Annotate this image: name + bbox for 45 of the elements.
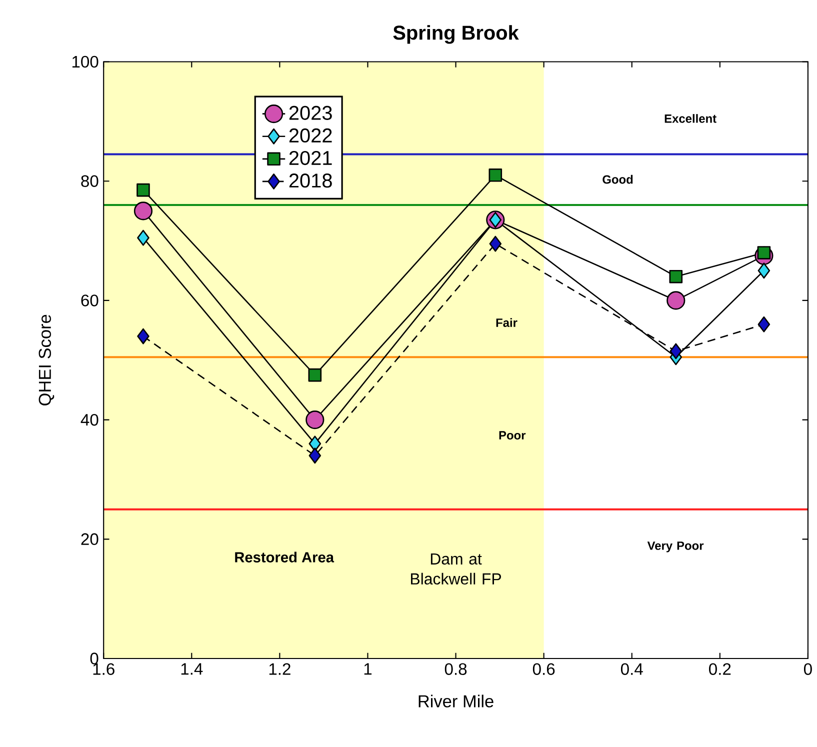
point [137,230,150,246]
point [136,183,150,197]
x-tick-label: 0 [804,663,812,675]
x-tick-label: 0.4 [620,663,643,675]
annotation: Dam at Blackwell FP [411,553,501,584]
point [666,291,686,310]
legend-label: 2022 [289,128,332,142]
y-axis-title: QHEI Score [38,314,54,406]
point [669,270,683,284]
chart-title: Spring Brook [393,25,519,44]
x-tick-label: 0.8 [444,663,467,675]
annotation: Very Poor [647,541,704,552]
point [308,368,322,382]
annotation: Poor [499,431,526,440]
point [308,436,322,452]
y-tick-label: 40 [80,414,98,426]
band-label: Restored Area [235,552,334,562]
x-tick-label: 1.4 [181,663,203,675]
point [488,168,502,182]
x-tick-label: 1 [364,663,372,675]
legend-label: 2018 [289,173,332,188]
point [306,410,324,430]
x-tick-label: 1.6 [93,663,114,675]
y-tick-label: 20 [81,533,98,545]
point [758,262,770,279]
point [489,236,502,252]
y-tick-label: 100 [72,56,98,68]
legend-label: 2021 [289,150,332,165]
point [489,212,502,228]
x-tick-label: 1.2 [269,663,290,675]
legend-label: 2023 [289,106,332,120]
x-axis-title: River Mile [418,694,494,708]
annotation: Fair [496,318,518,327]
y-tick-label: 0 [90,652,98,664]
x-tick-label: 0.2 [709,663,731,675]
point [134,202,153,220]
y-tick-label: 60 [81,294,98,306]
point [758,316,770,332]
annotation: Excellent [664,114,716,123]
annotation: Good [602,174,633,184]
point [137,328,150,344]
point [308,448,322,464]
y-tick-label: 80 [81,175,98,187]
point [670,343,682,360]
x-tick-label: 0.6 [532,663,555,675]
